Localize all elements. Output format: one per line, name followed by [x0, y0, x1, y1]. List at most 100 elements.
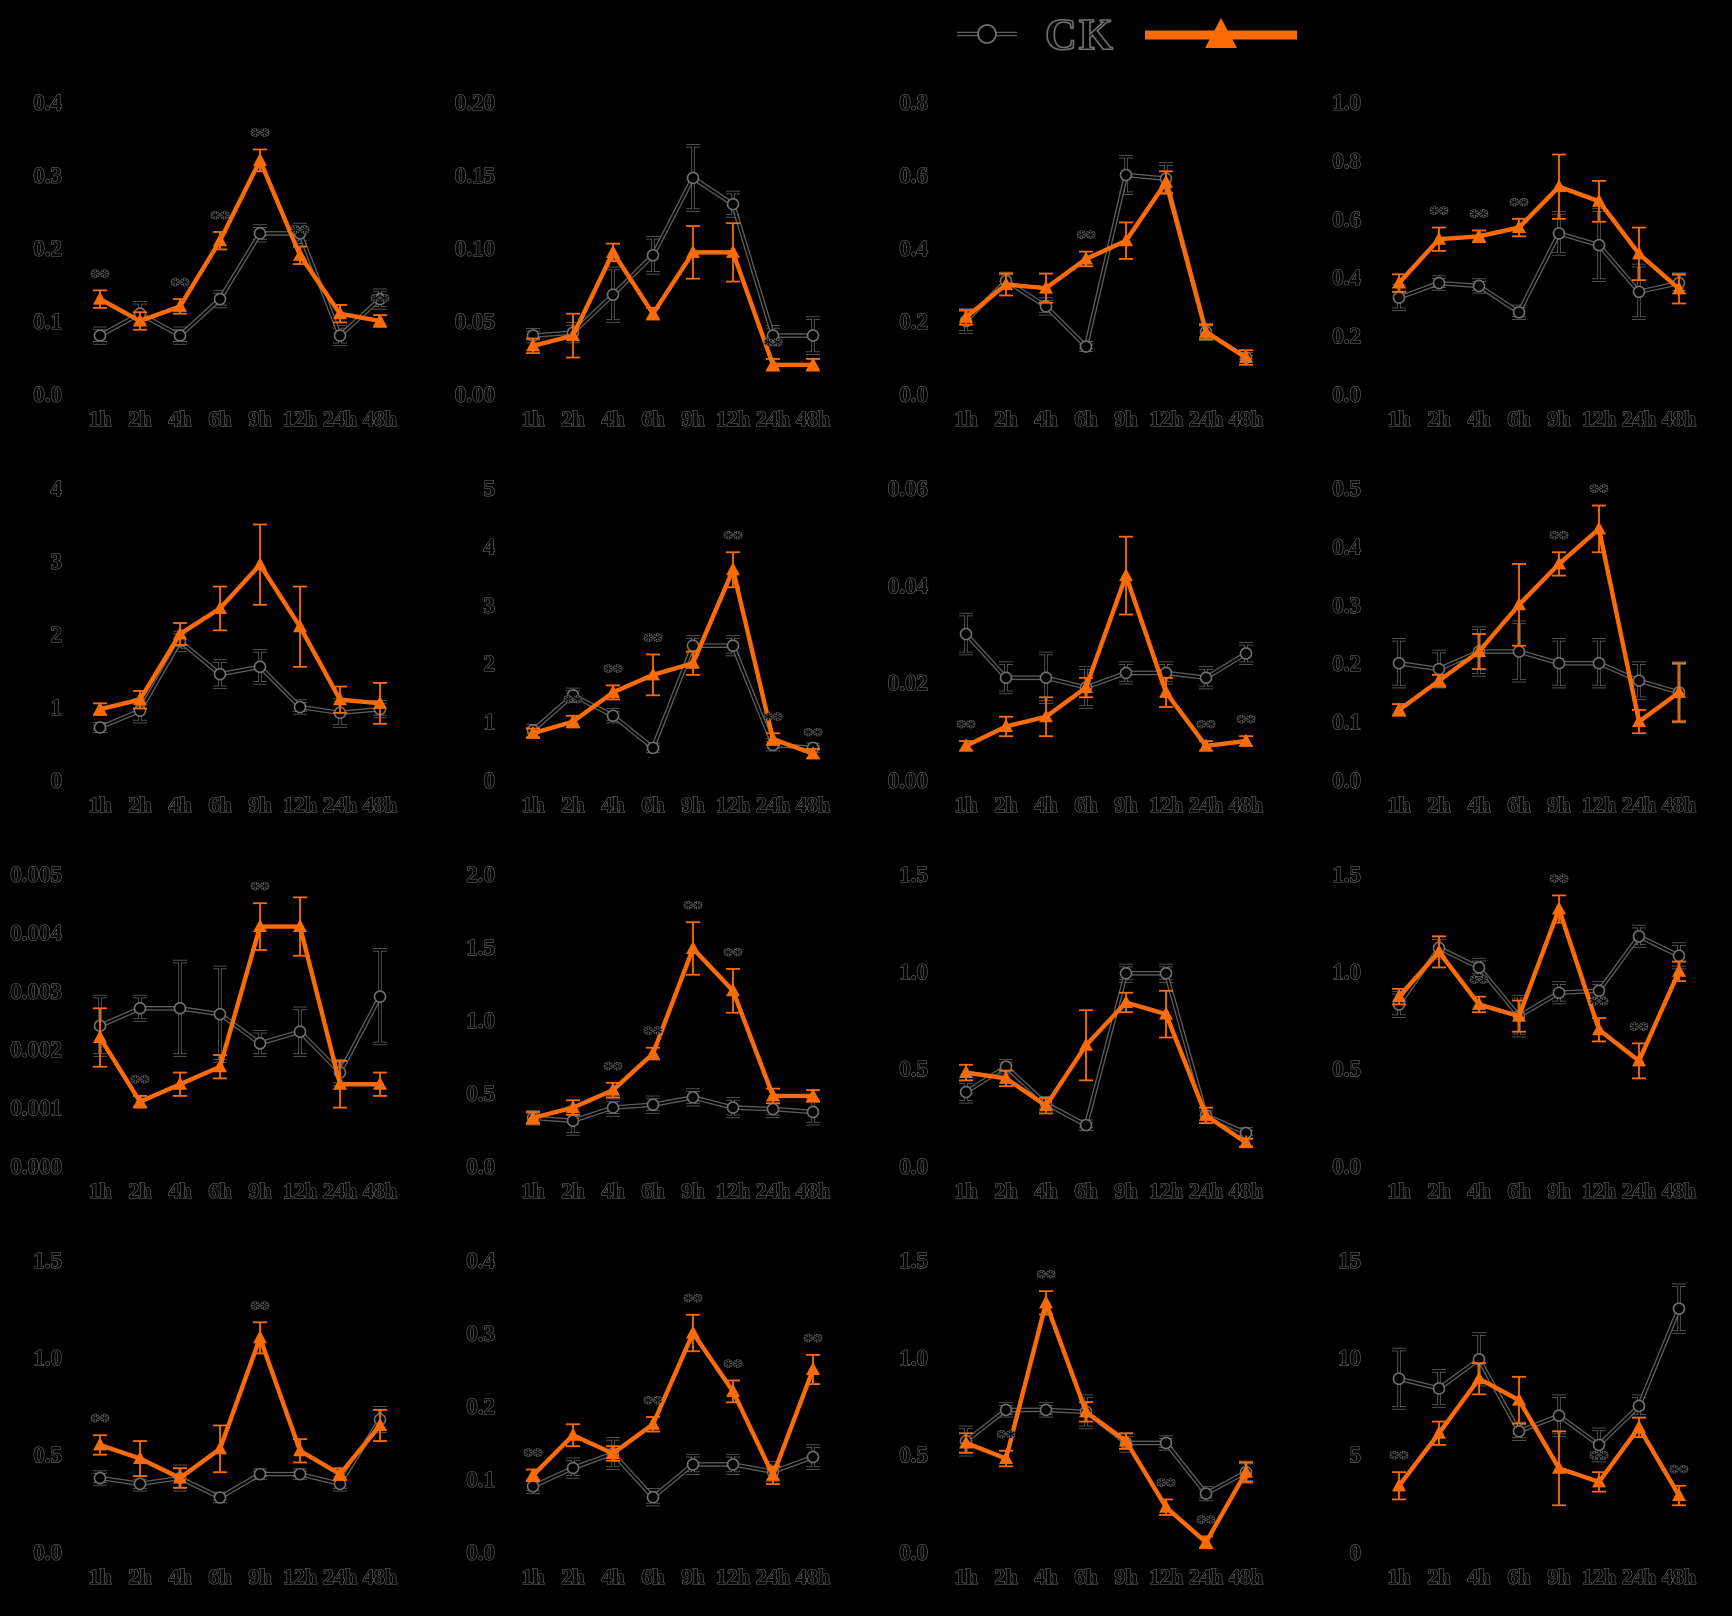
svg-text:6h: 6h [208, 406, 231, 431]
svg-text:0.5: 0.5 [1332, 476, 1361, 501]
svg-text:1.5: 1.5 [33, 1248, 62, 1273]
svg-text:0.002: 0.002 [10, 1037, 62, 1062]
svg-text:**: ** [251, 1298, 270, 1319]
svg-text:0.5: 0.5 [1332, 1057, 1361, 1082]
svg-text:0.3: 0.3 [1332, 593, 1361, 618]
svg-text:24h: 24h [323, 406, 357, 431]
svg-text:3: 3 [51, 549, 63, 574]
svg-text:0.02: 0.02 [888, 671, 928, 696]
svg-text:0.4: 0.4 [1332, 534, 1361, 559]
svg-text:0.4: 0.4 [33, 90, 62, 115]
svg-text:**: ** [291, 223, 310, 244]
svg-text:12h: 12h [716, 1178, 750, 1203]
svg-text:2h: 2h [994, 1564, 1017, 1589]
svg-text:24h: 24h [756, 1178, 790, 1203]
svg-text:9h: 9h [248, 1178, 271, 1203]
svg-text:0.0: 0.0 [33, 1540, 62, 1565]
svg-text:0.2: 0.2 [1332, 651, 1361, 676]
svg-text:**: ** [1590, 994, 1609, 1015]
svg-text:48h: 48h [363, 1564, 397, 1589]
svg-text:0.04: 0.04 [888, 573, 929, 598]
svg-text:1.0: 1.0 [33, 1345, 62, 1370]
svg-text:0.2: 0.2 [33, 236, 62, 261]
svg-text:48h: 48h [1662, 792, 1696, 817]
svg-text:2h: 2h [128, 1178, 151, 1203]
svg-text:2h: 2h [994, 406, 1017, 431]
svg-text:0.3: 0.3 [33, 163, 62, 188]
subplot-panel-5: 0 1 2 3 4 1h 2h 4h 6h 9h 12h 24h 48h [0, 450, 433, 836]
svg-text:9h: 9h [1547, 406, 1570, 431]
svg-text:12h: 12h [1149, 406, 1183, 431]
svg-text:24h: 24h [1189, 406, 1223, 431]
svg-text:**: ** [1590, 1448, 1609, 1469]
svg-text:1.0: 1.0 [466, 1008, 495, 1033]
svg-text:9h: 9h [1114, 1178, 1137, 1203]
subplot-panel-16: 0 5 10 15 1h 2h 4h 6h 9h 12h 24h 48h ** ** ** [1299, 1222, 1732, 1608]
line-chart-12: 0.0 0.5 1.0 1.5 1h 2h 4h 6h 9h 12h 24h 48h ** ** ** ** [1332, 861, 1697, 1203]
subplot-panel-6: 0 1 2 3 4 5 1h 2h 4h 6h 9h 12h 24h 48h ** ** ** ** ** ** [433, 450, 866, 836]
svg-text:48h: 48h [796, 792, 830, 817]
svg-text:6h: 6h [208, 1178, 231, 1203]
svg-text:12h: 12h [283, 1178, 317, 1203]
line-chart-11: 0.0 0.5 1.0 1.5 1h 2h 4h 6h 9h 12h 24h 48h [899, 861, 1264, 1203]
svg-text:**: ** [1197, 717, 1216, 738]
svg-text:24h: 24h [1622, 406, 1656, 431]
svg-text:48h: 48h [1662, 1178, 1696, 1203]
svg-text:**: ** [91, 1411, 110, 1432]
svg-text:1.0: 1.0 [1332, 90, 1361, 115]
svg-text:0.0: 0.0 [899, 1540, 928, 1565]
svg-text:2h: 2h [561, 792, 584, 817]
svg-text:0.8: 0.8 [899, 90, 928, 115]
svg-text:48h: 48h [363, 792, 397, 817]
svg-text:48h: 48h [796, 1564, 830, 1589]
svg-text:0.5: 0.5 [899, 1057, 928, 1082]
svg-text:9h: 9h [248, 792, 271, 817]
svg-text:**: ** [131, 1072, 150, 1093]
svg-text:**: ** [997, 1427, 1016, 1448]
svg-text:3: 3 [484, 593, 496, 618]
subplot-panel-1: 0.0 0.1 0.2 0.3 0.4 1h 2h 4h 6h 9h 12h 24h 48h ** ** **… [0, 64, 433, 450]
svg-text:**: ** [251, 879, 270, 900]
svg-text:6h: 6h [208, 792, 231, 817]
svg-text:**: ** [524, 1446, 543, 1467]
svg-text:1h: 1h [88, 1178, 111, 1203]
svg-text:0.1: 0.1 [33, 309, 62, 334]
svg-text:2h: 2h [1427, 792, 1450, 817]
svg-text:1.0: 1.0 [899, 1345, 928, 1370]
svg-text:1h: 1h [521, 792, 544, 817]
subplot-panel-10: 0.0 0.5 1.0 1.5 2.0 1h 2h 4h 6h 9h 12h 24h 48h ** ** **… [433, 836, 866, 1222]
svg-text:1h: 1h [521, 406, 544, 431]
subplot-panel-8: 0.0 0.1 0.2 0.3 0.4 0.5 1h 2h 4h 6h 9h 12h 24h 48h ** *… [1299, 450, 1732, 836]
svg-text:4h: 4h [601, 406, 624, 431]
svg-text:24h: 24h [756, 1564, 790, 1589]
svg-text:2h: 2h [994, 1178, 1017, 1203]
svg-text:0.1: 0.1 [466, 1467, 495, 1492]
svg-text:4h: 4h [601, 1178, 624, 1203]
svg-text:4h: 4h [1034, 792, 1057, 817]
svg-text:4h: 4h [1467, 1564, 1490, 1589]
svg-text:6h: 6h [641, 792, 664, 817]
svg-text:4h: 4h [1034, 1564, 1057, 1589]
svg-text:0.0: 0.0 [1332, 1154, 1361, 1179]
svg-text:1h: 1h [88, 1564, 111, 1589]
svg-text:24h: 24h [1189, 1178, 1223, 1203]
svg-text:0: 0 [484, 768, 496, 793]
svg-text:1h: 1h [954, 792, 977, 817]
svg-text:0.0: 0.0 [899, 1154, 928, 1179]
svg-text:6h: 6h [208, 1564, 231, 1589]
svg-text:2.0: 2.0 [466, 862, 495, 887]
svg-text:0.1: 0.1 [1332, 710, 1361, 735]
svg-text:6h: 6h [641, 1178, 664, 1203]
svg-text:2: 2 [51, 622, 63, 647]
svg-text:0.3: 0.3 [466, 1321, 495, 1346]
svg-text:1.0: 1.0 [899, 959, 928, 984]
subplot-panel-2: 0.00 0.05 0.10 0.15 0.20 1h 2h 4h 6h 9h 12h 24h 48h *… [433, 64, 866, 450]
svg-text:0.05: 0.05 [455, 309, 495, 334]
svg-text:48h: 48h [796, 1178, 830, 1203]
svg-text:5: 5 [484, 476, 496, 501]
svg-text:2h: 2h [128, 792, 151, 817]
svg-text:2h: 2h [1427, 406, 1450, 431]
svg-text:1: 1 [484, 710, 496, 735]
svg-text:0.2: 0.2 [466, 1394, 495, 1419]
svg-text:1.5: 1.5 [899, 1248, 928, 1273]
